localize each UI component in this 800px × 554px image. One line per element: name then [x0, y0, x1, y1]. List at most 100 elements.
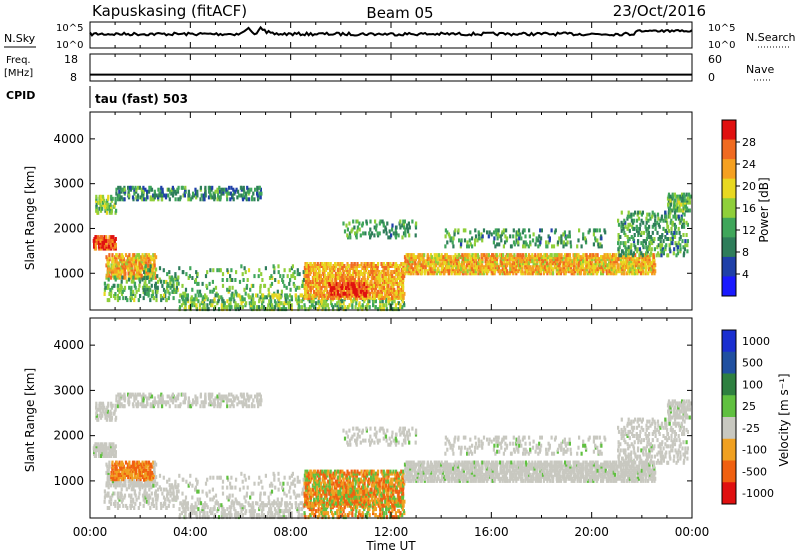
velocity-cell	[202, 400, 205, 405]
velocity-cell	[286, 481, 289, 486]
velocity-cell	[134, 493, 137, 498]
power-cell	[96, 200, 99, 205]
nave-tick-top: 60	[708, 53, 722, 66]
power-cell	[469, 230, 472, 235]
power-cell	[218, 185, 221, 190]
velocity-cell	[129, 475, 132, 480]
power-cell	[243, 266, 246, 271]
power-cbar-tick-label: 12	[742, 224, 756, 237]
power-cell	[569, 240, 572, 245]
power-cell	[113, 283, 116, 288]
power-cell	[606, 263, 609, 268]
power-cell	[674, 214, 677, 219]
power-cell	[521, 261, 525, 266]
power-cell	[126, 257, 129, 262]
velocity-cell	[116, 506, 120, 510]
power-cell	[505, 271, 508, 276]
power-cell	[165, 193, 168, 198]
power-cell	[560, 234, 563, 239]
power-cell	[415, 255, 418, 260]
power-cell	[219, 268, 222, 273]
power-cell	[651, 271, 654, 276]
power-cell	[536, 271, 539, 276]
power-cell	[108, 255, 111, 260]
power-cell	[232, 187, 235, 192]
power-cell	[305, 285, 308, 290]
power-cell	[509, 234, 512, 239]
velocity-cell	[291, 471, 294, 476]
power-cell	[471, 236, 474, 241]
velocity-cell	[134, 473, 137, 477]
power-cell	[682, 233, 685, 237]
power-cell	[531, 271, 534, 276]
power-cell	[617, 233, 620, 237]
power-cell	[146, 287, 149, 292]
velocity-cell	[267, 495, 270, 500]
power-cell	[488, 230, 491, 235]
power-cell	[178, 299, 181, 304]
velocity-cell	[116, 404, 119, 409]
power-cell	[293, 276, 297, 280]
power-cell	[600, 271, 603, 276]
velocity-cell	[155, 501, 158, 506]
velocity-cell	[216, 404, 219, 409]
velocity-cell	[160, 487, 163, 492]
power-cell	[435, 263, 438, 268]
velocity-cell	[129, 483, 132, 488]
power-cell	[612, 267, 615, 272]
power-cell	[372, 262, 375, 266]
power-cell	[101, 206, 104, 211]
power-cell	[515, 271, 518, 276]
power-cell	[409, 259, 412, 264]
power-cell	[500, 238, 503, 243]
power-cell	[546, 271, 549, 276]
velocity-cell	[207, 515, 210, 520]
power-cell	[369, 291, 372, 296]
power-cell	[129, 265, 132, 270]
power-cell	[137, 275, 140, 280]
velocity-cell	[166, 479, 169, 484]
power-cell	[651, 230, 654, 235]
power-cell	[660, 249, 664, 254]
power-cell	[209, 299, 212, 304]
power-cell	[106, 298, 109, 303]
power-cell	[181, 185, 184, 190]
power-cell	[105, 273, 108, 278]
velocity-cell	[242, 400, 245, 405]
power-cell	[513, 261, 516, 266]
power-cell	[404, 259, 407, 264]
power-cell	[624, 220, 627, 225]
power-cell	[211, 279, 214, 284]
power-cell	[132, 289, 135, 294]
power-cell	[184, 185, 187, 190]
power-cell	[450, 236, 453, 241]
power-cell	[407, 261, 410, 266]
power-cell	[418, 259, 421, 264]
power-cell	[653, 247, 656, 252]
velocity-cell	[292, 479, 295, 484]
power-cell	[147, 253, 151, 258]
velocity-cell	[187, 396, 190, 401]
power-cell	[204, 189, 207, 194]
power-cell	[666, 220, 669, 225]
velocity-cell	[152, 475, 155, 480]
power-cell	[605, 269, 608, 274]
power-cell	[209, 289, 212, 294]
power-cell	[156, 285, 159, 290]
velocity-cell	[114, 403, 117, 408]
power-cell	[470, 271, 473, 276]
power-cell	[390, 233, 393, 238]
velocity-cell	[220, 398, 223, 403]
power-cell	[382, 285, 385, 290]
power-cell	[402, 283, 405, 288]
power-cell	[481, 234, 484, 239]
velocity-cell	[155, 462, 158, 467]
power-cell	[479, 271, 482, 276]
power-cell	[99, 235, 102, 240]
power-cell	[160, 279, 163, 284]
power-cell	[169, 189, 172, 194]
power-cell	[355, 291, 359, 296]
power-cell	[552, 267, 555, 272]
power-cell	[410, 271, 413, 276]
power-cell	[249, 287, 252, 292]
